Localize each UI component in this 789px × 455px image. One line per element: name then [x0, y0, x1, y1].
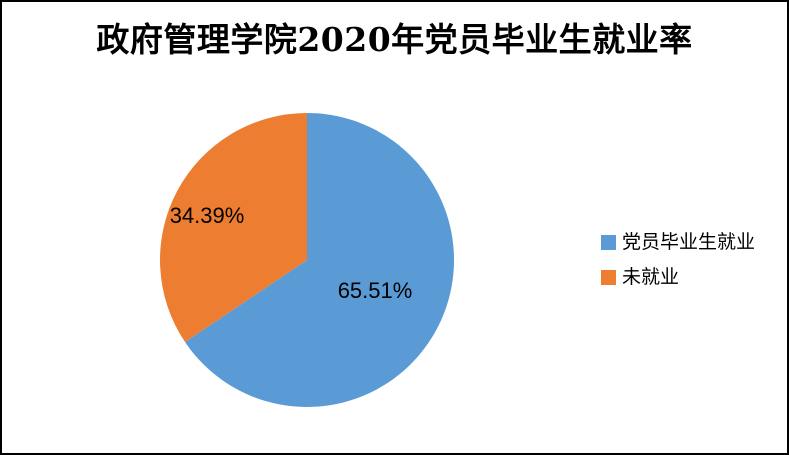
legend-swatch-unemployed-icon: [601, 270, 616, 285]
legend-item-employed[interactable]: 党员毕业生就业: [601, 233, 755, 252]
legend: 党员毕业生就业 未就业: [601, 233, 755, 303]
pie-slice-0[interactable]: [185, 113, 455, 407]
pie-slice-1[interactable]: [160, 112, 307, 343]
chart-title: 政府管理学院2020年党员毕业生就业率: [96, 20, 693, 59]
legend-swatch-employed-icon: [601, 235, 616, 250]
legend-label-employed: 党员毕业生就业: [622, 232, 756, 253]
legend-item-unemployed[interactable]: 未就业: [601, 268, 755, 287]
legend-label-unemployed: 未就业: [622, 267, 680, 288]
